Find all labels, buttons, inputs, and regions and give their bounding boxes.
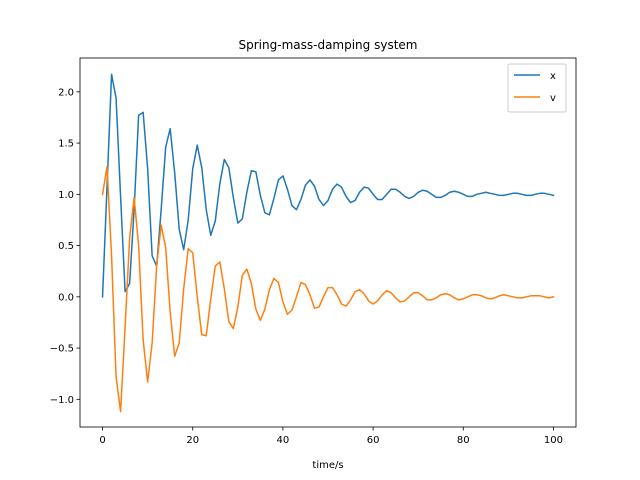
y-tick-label: 1.0: [58, 190, 74, 201]
y-tick-label: 0.5: [58, 241, 74, 252]
y-ticks: −1.0 −0.5 0.0 0.5 1.0 1.5 2.0: [50, 87, 80, 406]
y-tick-label: 1.5: [58, 139, 74, 150]
y-tick-label: −1.0: [50, 395, 74, 406]
y-tick-label: 0.0: [58, 292, 74, 303]
series-line-x: [101, 73, 555, 298]
x-tick-label: 0: [99, 435, 105, 446]
x-tick-label: 80: [457, 435, 470, 446]
x-tick-label: 20: [186, 435, 199, 446]
legend: xv: [507, 63, 567, 113]
y-tick-label: 2.0: [58, 87, 74, 98]
x-tick-label: 100: [544, 435, 563, 446]
y-tick-label: −0.5: [50, 344, 74, 355]
plot-lines: [101, 73, 555, 413]
chart-title: Spring-mass-damping system: [239, 38, 418, 52]
x-axis-label: time/s: [312, 460, 343, 471]
x-tick-label: 60: [367, 435, 380, 446]
series-line-v: [101, 165, 555, 413]
x-ticks: 0 20 40 60 80 100: [99, 427, 563, 446]
legend-box: [507, 63, 567, 113]
legend-label-x: x: [550, 71, 556, 82]
legend-label-v: v: [550, 93, 556, 104]
axes: [79, 57, 577, 428]
x-tick-label: 40: [277, 435, 290, 446]
plot-frame: [79, 57, 577, 428]
